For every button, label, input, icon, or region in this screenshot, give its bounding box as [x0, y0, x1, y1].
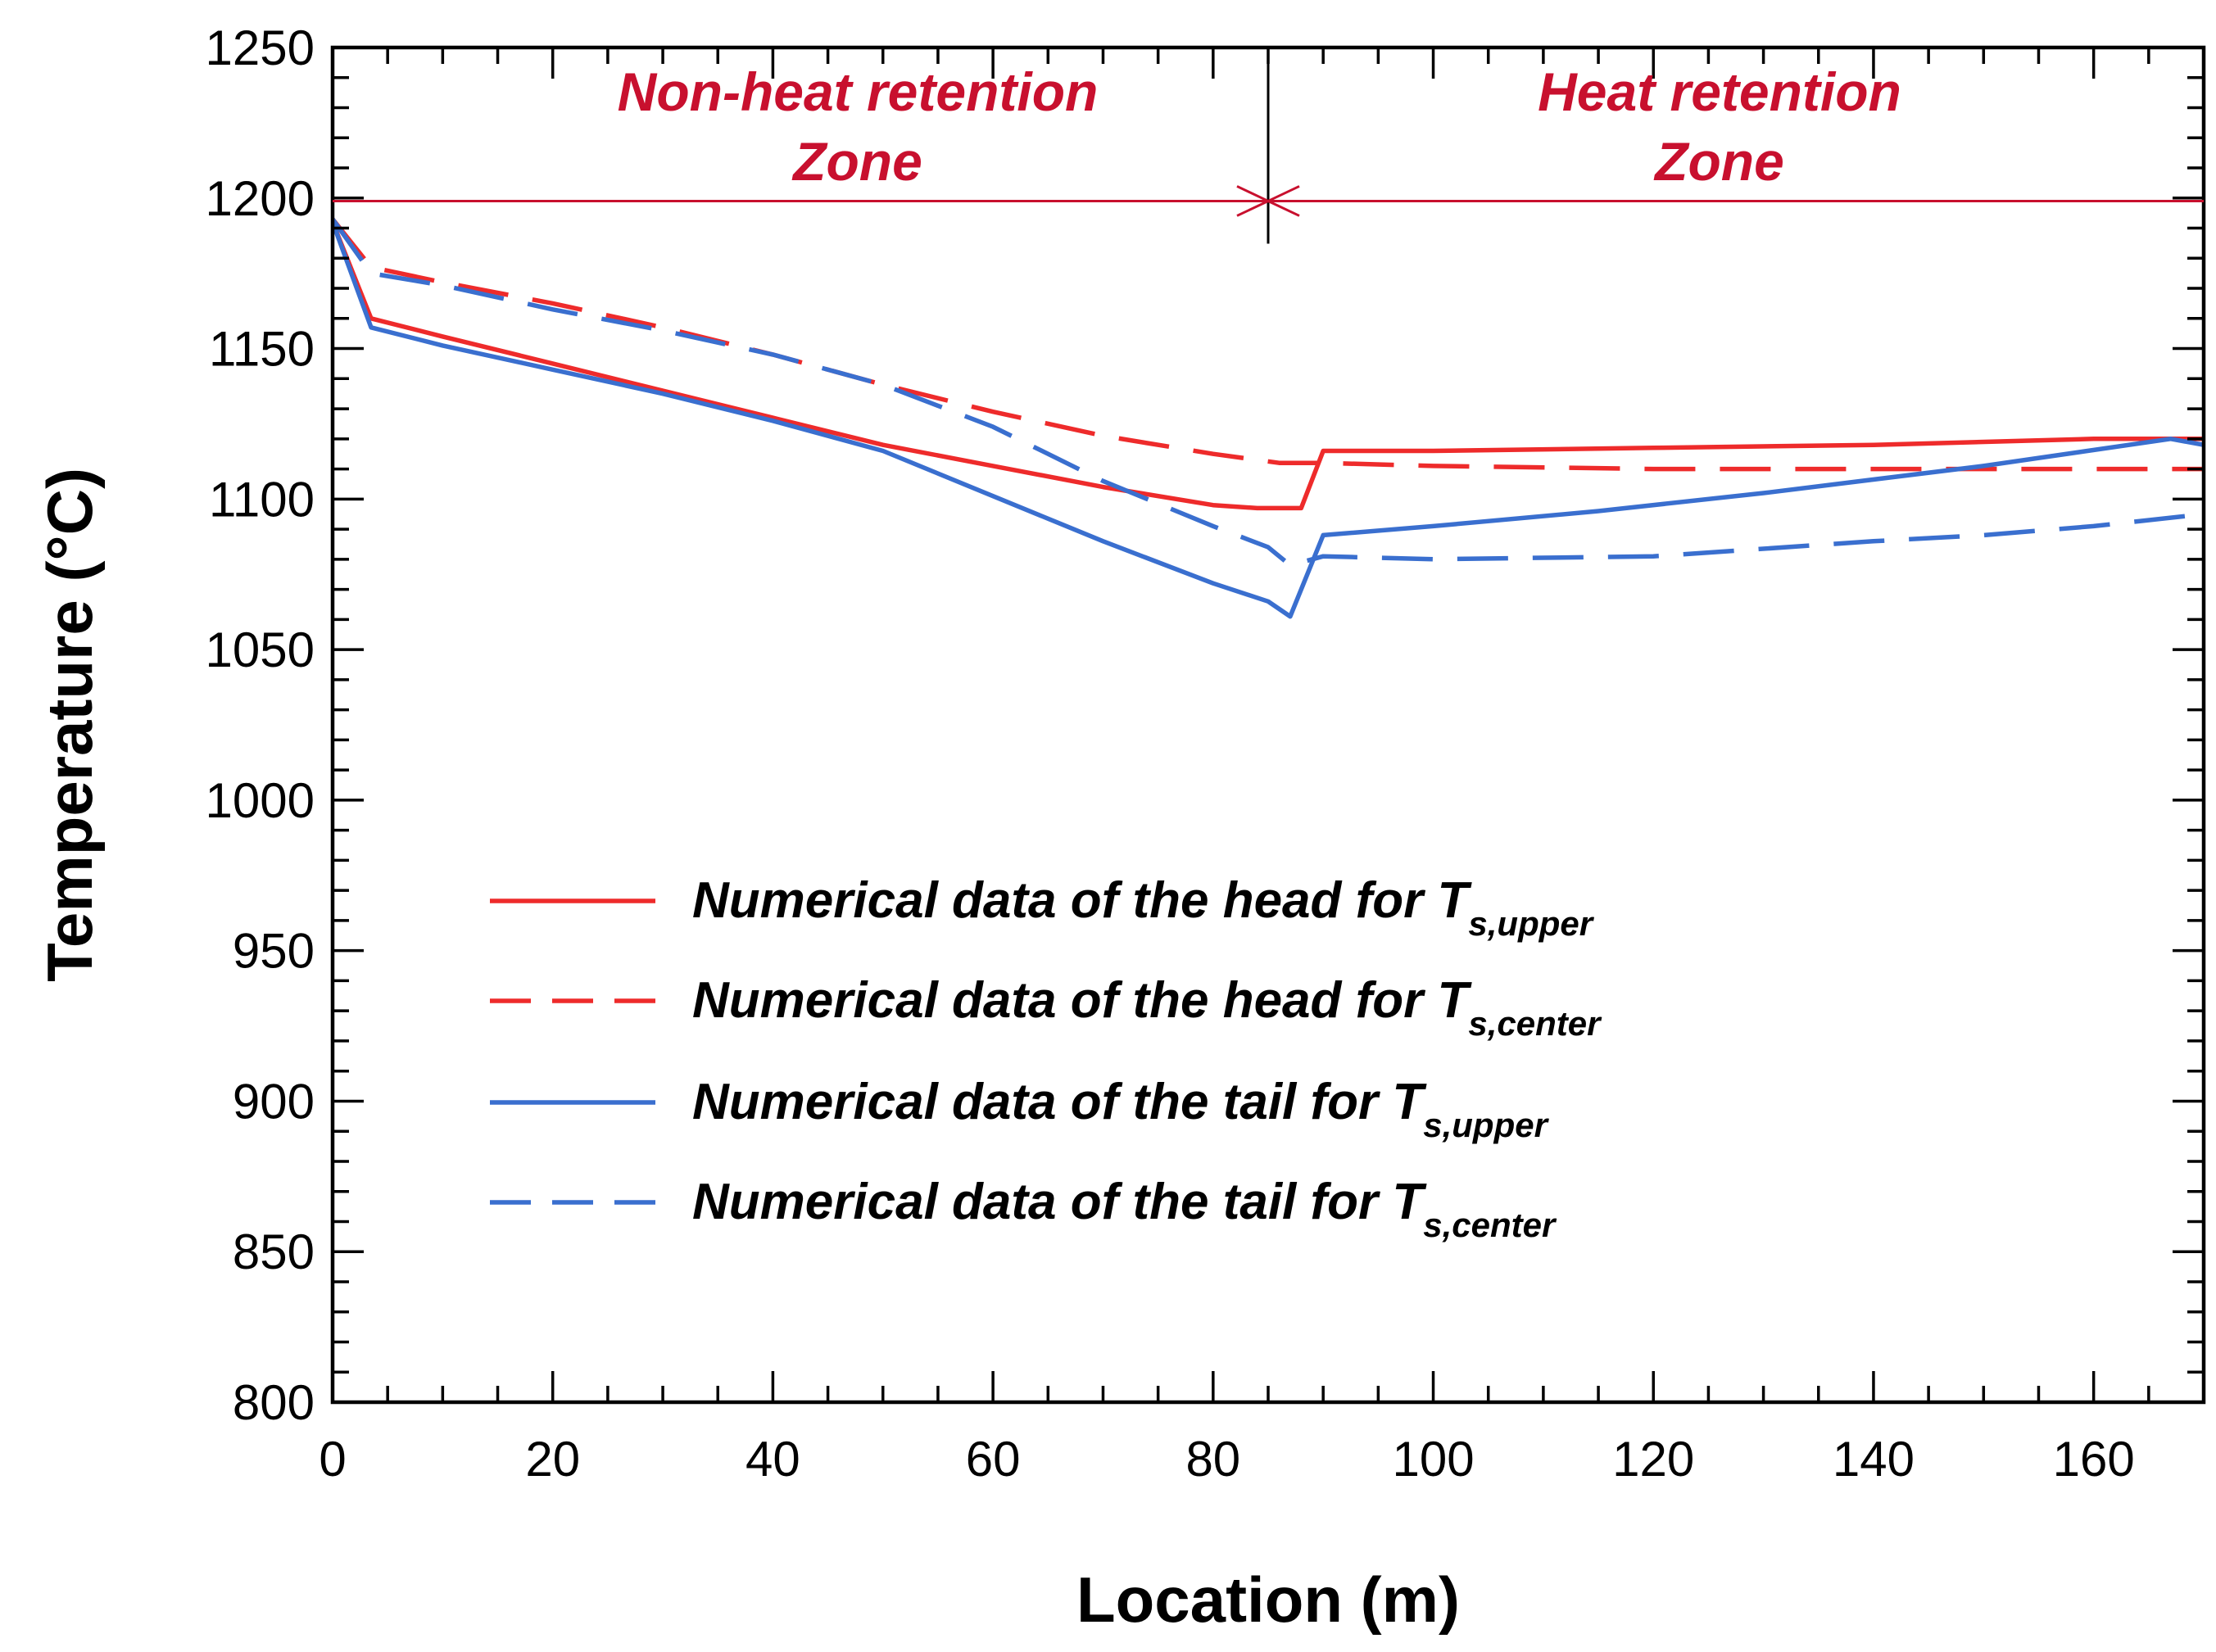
legend-label-2: Numerical data of the head for Ts,center: [692, 972, 1602, 1043]
x-tick-label: 120: [1612, 1432, 1694, 1487]
legend-label-main: Numerical data of the tail for T: [692, 1074, 1427, 1130]
x-axis-title: Location (m): [1076, 1564, 1460, 1636]
zone-label-right-line2: Zone: [1653, 131, 1784, 192]
y-tick-label: 1000: [206, 773, 315, 828]
x-tick-label: 0: [319, 1432, 346, 1487]
series-line-2: [333, 217, 2204, 472]
zone-annotations: Non-heat retention Zone Heat retention Zone: [333, 48, 2204, 244]
y-tick-label: 850: [233, 1224, 315, 1279]
zone-right-arrowhead: [1265, 185, 1300, 217]
series-line-1: [333, 221, 2204, 511]
x-tick-label: 40: [745, 1432, 800, 1487]
y-tick-label: 950: [233, 924, 315, 979]
x-tick-label: 160: [2053, 1432, 2135, 1487]
x-tick-label: 100: [1392, 1432, 1474, 1487]
legend-label-subscript: s,center: [1468, 1004, 1602, 1043]
legend-label-subscript: s,upper: [1468, 904, 1594, 943]
legend-label-3: Numerical data of the tail for Ts,upper: [692, 1074, 1550, 1144]
legend: Numerical data of the head for Ts,upperN…: [490, 872, 1602, 1244]
zone-label-right-line1: Heat retention: [1538, 61, 1901, 122]
y-tick-label: 1050: [206, 622, 315, 677]
y-tick-label: 1200: [206, 171, 315, 226]
legend-label-subscript: s,upper: [1423, 1106, 1549, 1144]
legend-label-4: Numerical data of the tail for Ts,center: [692, 1174, 1557, 1244]
plot-marks: [333, 217, 2204, 619]
y-tick-label: 800: [233, 1375, 315, 1430]
axis-ticks: 0 20 40 60 80 100 120 140 160 800 850 900 950 1000 105…: [206, 20, 2205, 1487]
series-line-4: [333, 217, 2204, 568]
zone-label-left-line1: Non-heat retention: [618, 61, 1099, 122]
series-line-3: [333, 221, 2204, 619]
y-tick-label: 1150: [209, 322, 315, 377]
y-tick-label: 1100: [209, 472, 315, 527]
x-tick-label: 20: [525, 1432, 580, 1487]
y-axis-title: Temperature (°C): [34, 468, 106, 982]
y-tick-label: 1250: [206, 20, 315, 75]
x-tick-label: 60: [966, 1432, 1021, 1487]
legend-label-1: Numerical data of the head for Ts,upper: [692, 872, 1595, 943]
zone-label-left-line2: Zone: [791, 131, 922, 192]
legend-label-main: Numerical data of the head for T: [692, 872, 1473, 929]
x-tick-label: 80: [1185, 1432, 1240, 1487]
legend-label-subscript: s,center: [1423, 1206, 1557, 1244]
legend-label-main: Numerical data of the tail for T: [692, 1174, 1427, 1230]
y-tick-label: 900: [233, 1074, 315, 1129]
x-tick-label: 140: [1833, 1432, 1915, 1487]
legend-label-main: Numerical data of the head for T: [692, 972, 1473, 1029]
